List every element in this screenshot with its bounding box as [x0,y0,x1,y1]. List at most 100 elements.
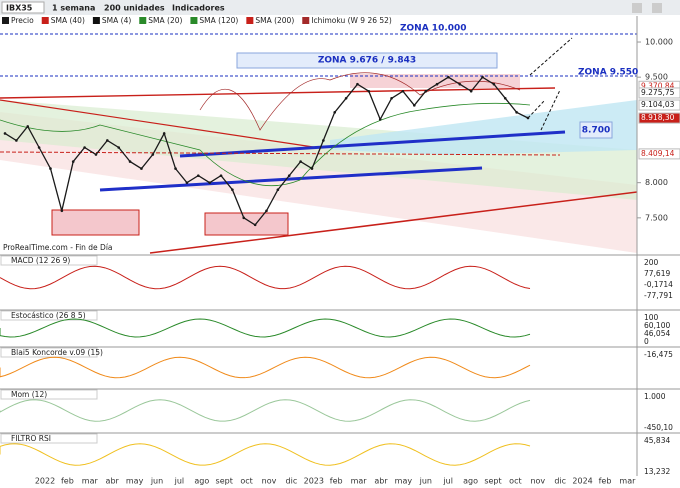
indicators[interactable]: Indicadores [172,4,225,13]
price-point [435,82,439,86]
panel-label: -450,10 [644,423,673,432]
legend-entry-box [246,17,254,24]
price-point [515,111,518,114]
indicator-line [0,399,531,422]
legend-entry-box [41,17,49,24]
price-point [265,209,268,213]
x-tick-label: ago [194,477,209,486]
indicator-line [0,265,531,290]
x-tick-label: nov [530,477,545,486]
price-point [378,118,382,121]
panel-label: 1.000 [644,392,666,401]
period[interactable]: 1 semana [52,4,95,13]
panel-title-box [0,433,98,444]
price-point [333,111,337,114]
x-tick-label: jul [174,477,185,486]
symbol-box[interactable] [1,1,45,14]
price-tag: 8.409,14 [641,149,675,158]
panel-title-box [0,310,98,321]
x-tick-label: ago [463,477,478,486]
price-point [106,139,109,142]
price-point [276,188,280,192]
price-point [344,96,348,100]
panel-label: 45,834 [644,436,670,445]
window-icon[interactable] [632,3,642,13]
price-tag: 9.370,84 [641,81,675,90]
legend-entry: SMA (4) [102,16,131,25]
legend-entry-box [92,17,100,24]
price-tag-box [638,148,680,160]
panel-label: 13,232 [644,467,670,476]
toolbar [0,0,680,15]
legend-entry: SMA (120) [199,16,238,25]
price-point [447,75,450,79]
price-point [503,96,507,100]
x-tick-label: sept [484,477,501,486]
legend-entry-box [2,17,9,24]
price-point [117,146,120,149]
x-tick-label: mar [351,477,368,486]
units[interactable]: 200 unidades [104,4,165,13]
x-tick-label: dic [554,477,566,486]
price-point [185,181,189,184]
price-point [401,89,405,93]
x-tick-label: 2022 [35,477,55,486]
price-tag-box [638,87,680,99]
price-point [71,160,75,163]
price-point [469,89,473,93]
price-point [15,139,18,142]
x-tick-label: may [395,477,413,486]
legend: Precio SMA (40) SMA (4) SMA (20) SMA (120) SM… [2,16,392,25]
legend-entry-box [139,17,147,24]
price-point [424,89,427,93]
panel-title: Mom (12) [11,390,47,399]
x-tick-label: mar [82,477,99,486]
legend-entry: SMA (40) [51,16,85,25]
price-point [37,146,41,149]
price-point [151,153,155,156]
price-point [367,89,371,93]
zone-label: ZONA 9.676 / 9.843 [318,56,416,66]
symbol[interactable]: IBX35 [6,4,33,13]
source: ProRealTime.com - Fin de Día [3,243,113,252]
legend-entry-box [302,17,310,24]
zone-label: ZONA 9.550 [578,68,638,78]
legend-entry: Ichimoku (W 9 26 52) [311,16,392,25]
x-tick-label: feb [61,477,74,486]
legend-entry: Precio [11,16,34,25]
indicator-panels: MACD (12 26 9) 200 77,619 -0,1714 -77,791 Est… [0,254,680,476]
x-tick-label: jun [150,477,163,486]
price-point [390,96,393,100]
y-tick-label: 8.000 [645,178,668,187]
indicator-line [0,356,531,379]
panel-label: -16,475 [644,350,673,359]
panel-label: 0 [644,337,649,346]
panel-title: MACD (12 26 9) [11,256,70,265]
panel-title: Blai5 Koncorde v.09 (15) [11,348,103,357]
window-icon[interactable] [652,3,662,13]
indicator-line [0,443,531,466]
price-point [49,167,52,170]
price-point [174,167,177,170]
price-point [458,82,462,86]
price-point [253,223,257,227]
price-point [242,216,246,220]
panel-label: 60,100 [644,321,670,330]
panel-title: FILTRO RSI [11,434,51,443]
price-point [231,188,234,192]
drawings [0,33,638,254]
price-point [26,125,30,128]
x-tick-label: feb [330,477,343,486]
panel-label: 100 [644,313,659,322]
price-point [356,82,359,86]
panel-label: 200 [644,258,659,267]
price-point [208,181,211,184]
y-tick-label: 9.500 [645,73,668,82]
legend-entry: SMA (20) [148,16,182,25]
price-point [310,167,314,170]
price-tag: 9.275,75 [641,88,675,97]
price-point [3,132,7,135]
x-tick-label: nov [262,477,277,486]
price-tag-box [638,99,680,111]
